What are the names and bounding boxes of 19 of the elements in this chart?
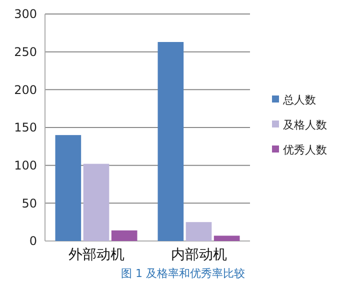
legend-label: 优秀人数 <box>283 143 327 156</box>
y-tick-label: 300 <box>14 7 37 22</box>
y-tick-label: 100 <box>14 158 37 173</box>
legend-label: 总人数 <box>282 93 316 106</box>
bar <box>214 236 240 241</box>
bar <box>55 135 82 241</box>
y-tick-label: 50 <box>22 196 37 210</box>
y-tick-label: 200 <box>14 82 37 97</box>
y-tick-label: 250 <box>14 45 37 60</box>
bar <box>186 222 212 241</box>
y-tick-label: 150 <box>14 120 37 135</box>
legend-label: 及格人数 <box>283 118 327 132</box>
bar <box>83 164 110 241</box>
x-tick-label: 外部动机 <box>68 247 124 263</box>
x-tick-label: 内部动机 <box>170 247 227 263</box>
bar <box>111 230 138 241</box>
bar <box>158 42 184 241</box>
caption: 图 1 及格率和优秀率比较 <box>121 267 245 280</box>
y-tick-label: 0 <box>29 234 37 248</box>
